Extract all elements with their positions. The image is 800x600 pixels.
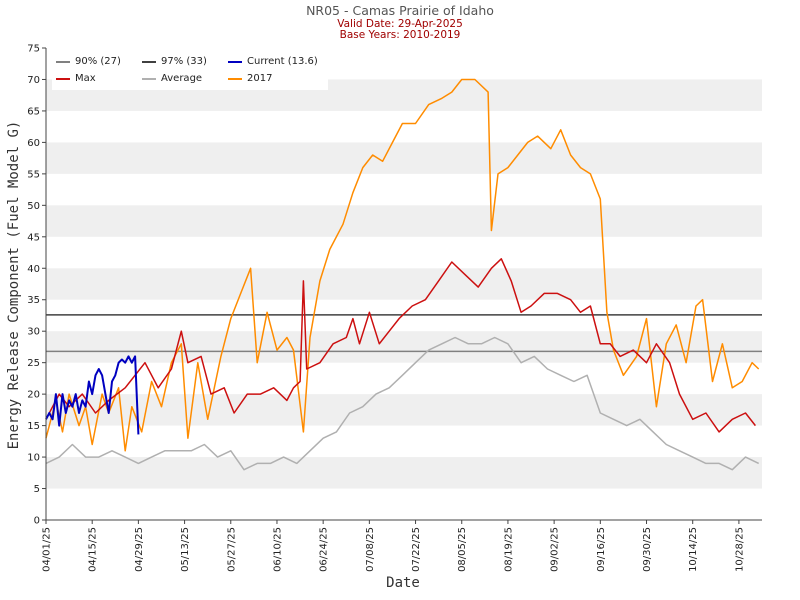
legend-swatch	[142, 77, 156, 80]
legend-item-max: Max	[56, 73, 96, 84]
legend-swatch	[228, 60, 242, 63]
grid-band	[46, 331, 762, 363]
legend-item-97pct: 97% (33)	[142, 56, 207, 67]
legend-swatch	[56, 77, 70, 80]
x-tick-label: 04/29/25	[134, 527, 145, 572]
x-axis-ticks: 04/01/25 04/15/25 04/29/25 05/13/25 05/27/25…	[42, 520, 745, 572]
y-tick-label: 70	[27, 75, 40, 86]
x-tick-label: 04/01/25	[42, 527, 53, 572]
x-tick-label: 06/24/25	[319, 527, 330, 572]
x-tick-label: 05/27/25	[226, 527, 237, 572]
y-tick-label: 65	[27, 106, 40, 117]
axes	[45, 48, 762, 521]
series-lines	[45, 78, 760, 471]
series-line-max	[45, 258, 756, 433]
x-tick-label: 10/28/25	[734, 527, 745, 572]
legend-swatch	[228, 77, 242, 80]
grid-band	[46, 268, 762, 300]
y-tick-label: 40	[27, 264, 40, 275]
x-tick-label: 10/14/25	[688, 527, 699, 572]
y-tick-label: 15	[27, 421, 40, 432]
legend-label: 2017	[247, 73, 273, 84]
series-line-current	[45, 355, 140, 435]
x-tick-label: 08/05/25	[457, 527, 468, 572]
grid-band	[46, 394, 762, 426]
y-axis-ticks: 0 5 10 15 20 25 30 35 40 45 50 55 60 65 70 75	[27, 44, 46, 527]
y-tick-label: 25	[27, 358, 40, 369]
y-tick-label: 75	[27, 44, 40, 55]
chart-title: NR05 - Camas Prairie of Idaho	[306, 3, 494, 18]
y-tick-label: 35	[27, 295, 40, 306]
grid-band	[46, 205, 762, 237]
grid-band	[46, 457, 762, 489]
y-tick-label: 30	[27, 327, 40, 338]
y-tick-label: 55	[27, 169, 40, 180]
x-tick-label: 07/22/25	[411, 527, 422, 572]
legend-label: Max	[75, 73, 96, 84]
y-tick-label: 60	[27, 138, 40, 149]
legend-label: Average	[161, 73, 203, 84]
series-line-y2017	[45, 78, 760, 452]
legend-item-90pct: 90% (27)	[56, 56, 121, 67]
series-line-average	[45, 336, 760, 471]
x-tick-label: 09/30/25	[642, 527, 653, 572]
x-tick-label: 06/10/25	[272, 527, 283, 572]
y-tick-label: 50	[27, 201, 40, 212]
legend-item-current: Current (13.6)	[228, 56, 318, 67]
legend-swatch	[142, 60, 156, 63]
y-tick-label: 10	[27, 453, 40, 464]
y-tick-label: 45	[27, 232, 40, 243]
legend-label: 90% (27)	[75, 56, 121, 67]
x-axis-label: Date	[386, 575, 420, 591]
y-tick-label: 0	[34, 516, 40, 527]
x-tick-label: 04/15/25	[88, 527, 99, 572]
x-tick-label: 05/13/25	[180, 527, 191, 572]
base-years-subtitle: Base Years: 2010-2019	[339, 29, 461, 41]
y-tick-label: 5	[34, 484, 40, 495]
x-tick-label: 07/08/25	[365, 527, 376, 572]
chart-legend: 90% (27) 97% (33) Current (13.6) Max Ave…	[52, 52, 328, 90]
legend-item-average: Average	[142, 73, 202, 84]
x-tick-label: 09/02/25	[550, 527, 561, 572]
grid-band	[46, 142, 762, 174]
grid-bands	[46, 79, 762, 489]
legend-label: 97% (33)	[161, 56, 207, 67]
x-tick-label: 09/16/25	[596, 527, 607, 572]
legend-label: Current (13.6)	[247, 56, 318, 67]
valid-date-subtitle: Valid Date: 29-Apr-2025	[337, 18, 463, 30]
legend-swatch	[56, 60, 70, 63]
legend-item-2017: 2017	[228, 73, 272, 84]
x-tick-label: 08/19/25	[503, 527, 514, 572]
y-axis-label: Energy Release Component (Fuel Model G)	[6, 120, 22, 450]
y-tick-label: 20	[27, 390, 40, 401]
